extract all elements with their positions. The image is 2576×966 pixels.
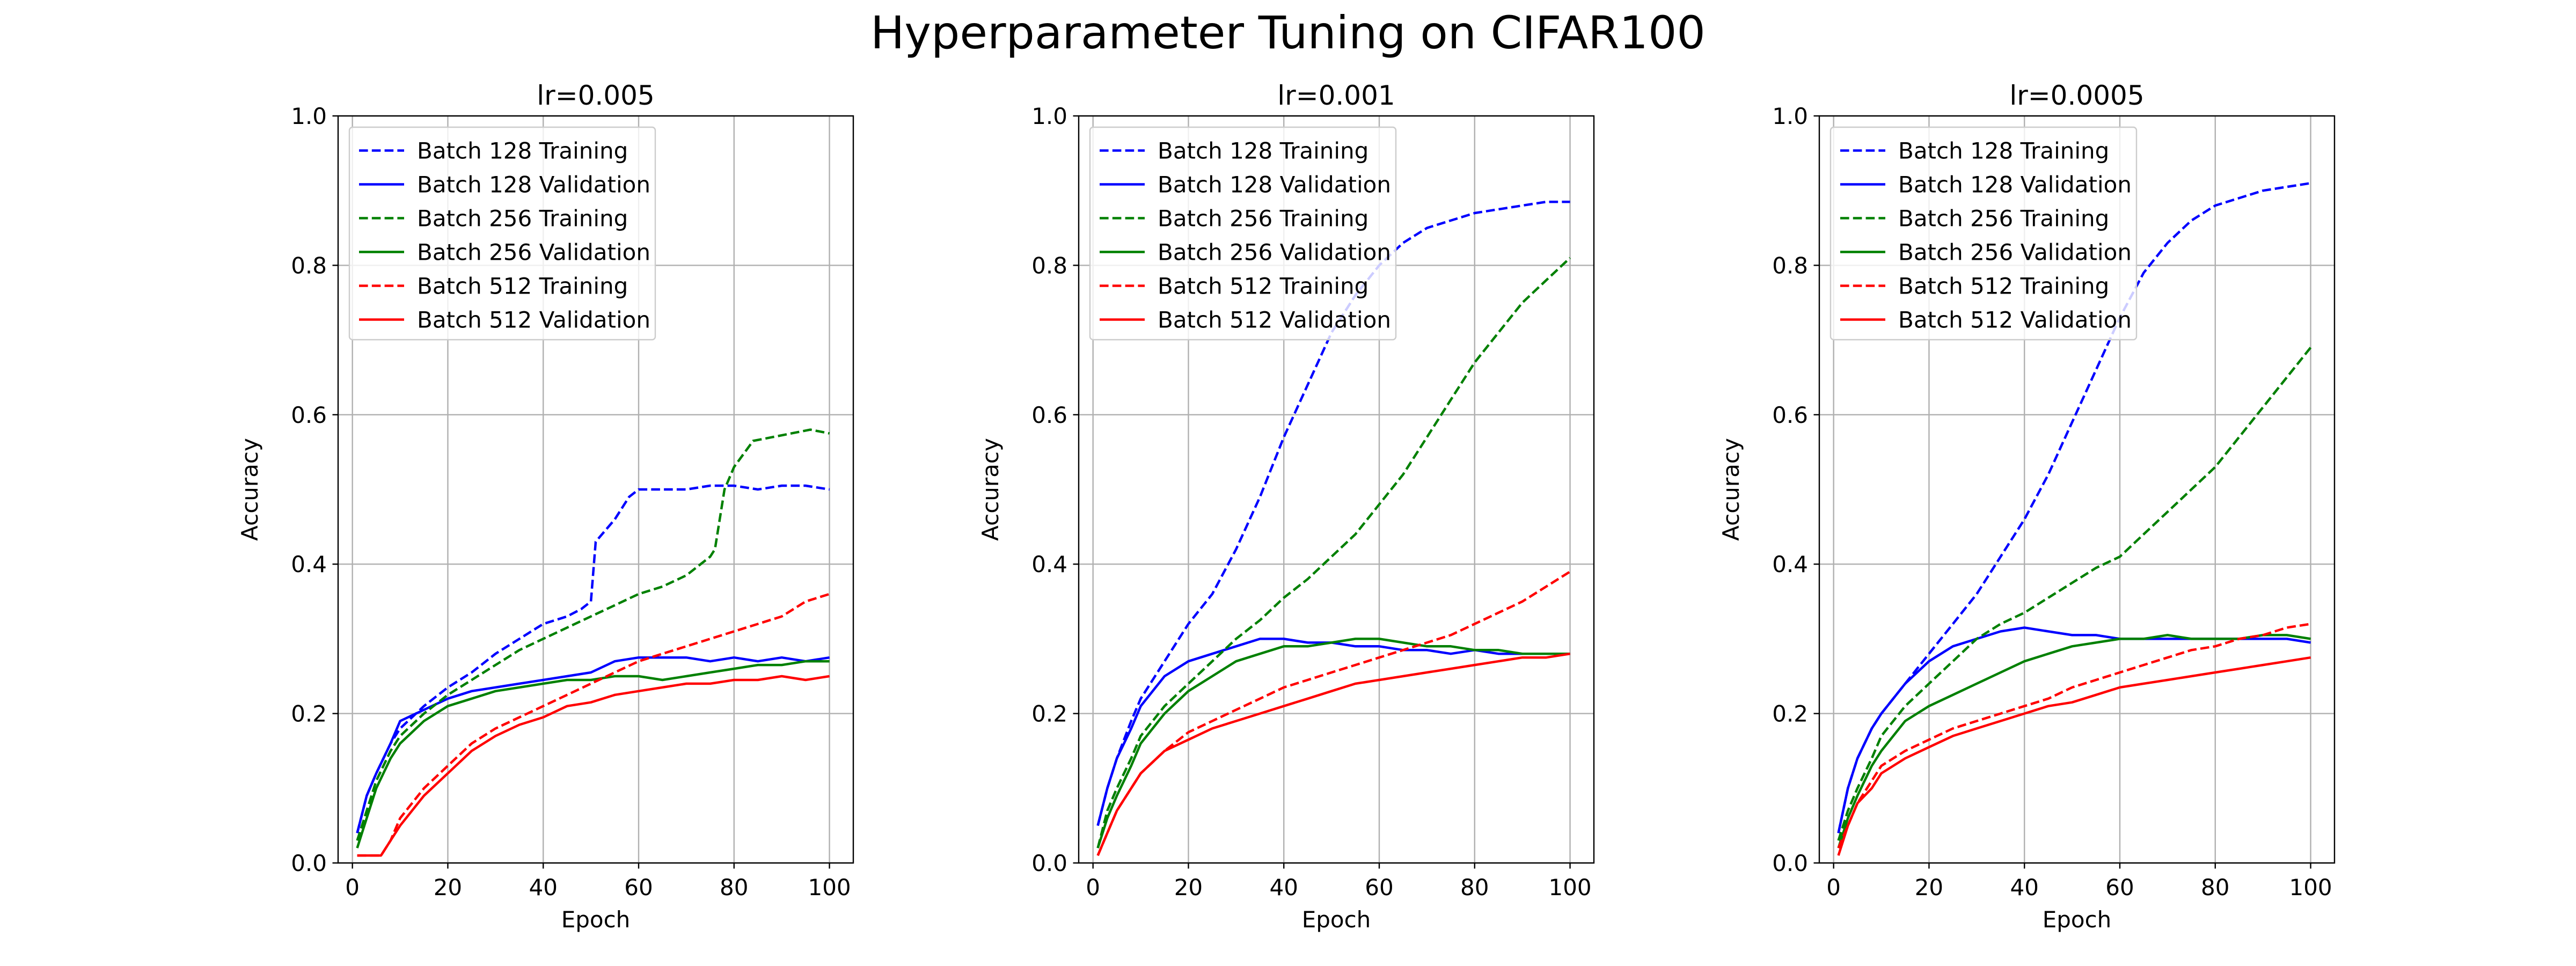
x-tick-label: 80: [1460, 874, 1489, 901]
x-tick-label: 60: [2105, 874, 2134, 901]
y-tick-label: 0.6: [1031, 402, 1067, 428]
x-tick-label: 0: [345, 874, 360, 901]
legend: Batch 128 Training Batch 128 Validation Ba…: [348, 126, 656, 341]
y-tick-label: 0.4: [291, 551, 327, 577]
series-line-6: [1837, 656, 2311, 856]
series-line-3: [1837, 347, 2312, 841]
x-tick-label: 0: [1826, 874, 1841, 901]
series-line-5: [357, 592, 830, 857]
series-line-2: [1096, 638, 1570, 826]
legend-label: Batch 128 Validation: [1158, 172, 1391, 198]
y-tick-label: 1.0: [1772, 103, 1808, 129]
y-tick-label: 0.8: [1772, 252, 1808, 279]
x-axis-label: Epoch: [561, 906, 631, 933]
series-lines: [1096, 200, 1571, 856]
x-axis-label: Epoch: [2043, 906, 2112, 933]
subplot-title: lr=0.001: [1277, 80, 1395, 111]
x-tick-label: 100: [1548, 874, 1591, 901]
x-tick-label: 0: [1086, 874, 1100, 901]
legend-label: Batch 256 Training: [1158, 206, 1368, 232]
x-tick-label: 20: [434, 874, 462, 901]
y-axis-label: Accuracy: [237, 438, 263, 541]
axes-frame: [1078, 115, 1595, 864]
legend-label: Batch 256 Validation: [1898, 239, 2132, 266]
legend-label: Batch 256 Training: [417, 206, 628, 232]
y-tick-label: 0.4: [1031, 551, 1067, 577]
series-line-3: [356, 428, 830, 841]
legend-label: Batch 128 Training: [1158, 138, 1368, 164]
x-tick-label: 40: [529, 874, 557, 901]
y-tick-label: 0.2: [291, 701, 327, 727]
y-tick-label: 0.0: [1031, 850, 1067, 876]
legend-label: Batch 128 Training: [417, 138, 628, 164]
series-lines: [1837, 182, 2312, 856]
x-tick-label: 20: [1174, 874, 1203, 901]
subplot-2: 0 20 40 60 80 100 0.0 0.2 0.4 0.6 0.8 1.0 lr=0.001 Ep…: [977, 80, 1595, 933]
legend: Batch 128 Training Batch 128 Validation Ba…: [1089, 126, 1397, 341]
series-line-6: [357, 675, 830, 857]
x-tick-label: 60: [1365, 874, 1393, 901]
y-tick-label: 0.6: [1772, 402, 1808, 428]
x-tick-label: 80: [720, 874, 748, 901]
y-tick-label: 1.0: [1031, 103, 1067, 129]
y-tick-label: 1.0: [291, 103, 327, 129]
series-line-5: [1096, 570, 1571, 856]
y-tick-label: 0.0: [1772, 850, 1808, 876]
legend-label: Batch 512 Validation: [1158, 307, 1391, 333]
y-axis-label: Accuracy: [977, 438, 1004, 541]
y-tick-label: 0.0: [291, 850, 327, 876]
series-line-6: [1096, 652, 1570, 856]
legend-label: Batch 512 Validation: [1898, 307, 2132, 333]
series-line-5: [1837, 623, 2311, 849]
series-line-1: [1096, 200, 1570, 826]
x-tick-label: 100: [808, 874, 851, 901]
series-line-4: [1096, 638, 1570, 848]
series-lines: [356, 428, 830, 857]
legend-label: Batch 128 Training: [1898, 138, 2109, 164]
legend-label: Batch 256 Validation: [417, 239, 650, 266]
x-tick-label: 60: [624, 874, 653, 901]
legend-label: Batch 256 Validation: [1158, 239, 1391, 266]
x-tick-label: 80: [2201, 874, 2229, 901]
axes-frame: [1818, 115, 2336, 864]
legend-label: Batch 128 Validation: [1898, 172, 2132, 198]
x-tick-label: 100: [2289, 874, 2332, 901]
x-axis-label: Epoch: [1302, 906, 1371, 933]
legend-label: Batch 512 Training: [417, 273, 628, 299]
axes-frame: [337, 115, 854, 864]
legend: Batch 128 Training Batch 128 Validation Ba…: [1829, 126, 2138, 341]
x-tick-label: 40: [1269, 874, 1298, 901]
y-tick-label: 0.4: [1772, 551, 1808, 577]
legend-box: [1829, 126, 2138, 341]
subplot-1: 0 20 40 60 80 100 0.0 0.2 0.4 0.6 0.8 1.0 lr=0.005 Ep…: [237, 80, 854, 933]
x-tick-label: 40: [2010, 874, 2038, 901]
legend-label: Batch 128 Validation: [417, 172, 650, 198]
series-line-2: [356, 656, 830, 833]
subplot-title: lr=0.005: [537, 80, 654, 111]
y-tick-label: 0.8: [1031, 252, 1067, 279]
series-line-1: [356, 484, 830, 833]
series-line-4: [356, 660, 830, 848]
legend-label: Batch 512 Validation: [417, 307, 650, 333]
subplots: 0 20 40 60 80 100 0.0 0.2 0.4 0.6 0.8 1.0 lr=0.005 Ep…: [237, 80, 2336, 933]
x-tick-label: 20: [1915, 874, 1943, 901]
y-axis-label: Accuracy: [1718, 438, 1744, 541]
legend-label: Batch 512 Training: [1898, 273, 2109, 299]
subplot-title: lr=0.0005: [2009, 80, 2144, 111]
legend-box: [1089, 126, 1397, 341]
legend-label: Batch 256 Training: [1898, 206, 2109, 232]
series-line-4: [1837, 634, 2311, 848]
legend-box: [348, 126, 656, 341]
y-tick-label: 0.6: [291, 402, 327, 428]
subplot-3: 0 20 40 60 80 100 0.0 0.2 0.4 0.6 0.8 1.0 lr=0.0005 E…: [1718, 80, 2336, 933]
y-tick-label: 0.2: [1772, 701, 1808, 727]
y-tick-label: 0.8: [291, 252, 327, 279]
series-line-3: [1096, 257, 1571, 848]
figure-title: Hyperparameter Tuning on CIFAR100: [870, 6, 1706, 59]
y-tick-label: 0.2: [1031, 701, 1067, 727]
legend-label: Batch 512 Training: [1158, 273, 1368, 299]
